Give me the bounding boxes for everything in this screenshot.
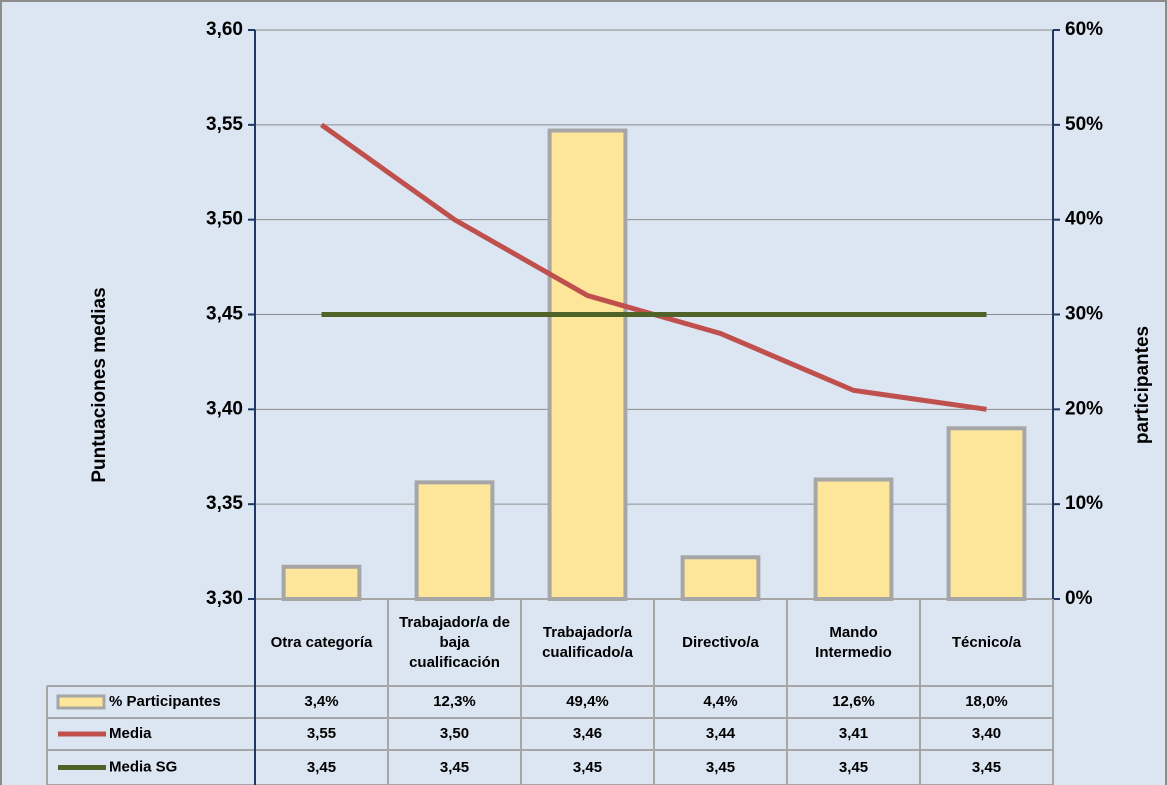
table-value-text: 3,45 <box>705 758 736 776</box>
category-label: Mando Intermedio <box>787 599 920 686</box>
y-tick-label: 3,60 <box>206 19 243 40</box>
table-value: 3,45 <box>920 750 1053 785</box>
table-value-text: 49,4% <box>566 693 609 710</box>
category-label-text: Otra categoría <box>270 633 373 651</box>
y2-tick-label: 20% <box>1065 398 1103 419</box>
legend-label: Media SG <box>109 758 177 775</box>
table-value: 3,4% <box>255 686 388 718</box>
category-label: Trabajador/a de baja cualificación <box>388 599 521 686</box>
y2-tick-label: 40% <box>1065 209 1103 230</box>
y-tick-label: 3,55 <box>206 114 243 135</box>
y2-tick-label: 0% <box>1065 588 1093 609</box>
y-tick-label: 3,30 <box>206 588 243 609</box>
table-value: 3,40 <box>920 718 1053 750</box>
y-tick-label: 3,45 <box>206 304 243 325</box>
y2-axis-label: participantes <box>1132 326 1153 444</box>
table-value: 3,55 <box>255 718 388 750</box>
category-label: Trabajador/a cualificado/a <box>521 599 654 686</box>
category-label-text: Trabajador/a de baja cualificación <box>399 613 510 671</box>
table-value: 3,41 <box>787 718 920 750</box>
table-value: 12,3% <box>388 686 521 718</box>
table-value-text: 18,0% <box>965 693 1008 710</box>
table-value: 3,45 <box>787 750 920 785</box>
table-value-text: 3,46 <box>572 725 603 742</box>
category-label-text: Directivo/a <box>682 633 759 651</box>
bar <box>547 128 628 601</box>
legend-key <box>56 694 106 710</box>
table-value: 3,45 <box>255 750 388 785</box>
table-value: 3,50 <box>388 718 521 750</box>
table-value: 3,45 <box>388 750 521 785</box>
table-value-text: 3,45 <box>838 758 869 776</box>
category-label-text: Mando Intermedio <box>815 623 892 661</box>
y2-tick-label: 30% <box>1065 304 1103 325</box>
table-value-text: 3,45 <box>572 758 603 776</box>
table-value-text: 3,45 <box>971 758 1002 776</box>
category-label: Directivo/a <box>654 599 787 686</box>
category-label-text: Trabajador/a cualificado/a <box>542 623 633 661</box>
y-axis-label: Puntuaciones medias <box>89 287 110 482</box>
table-value: 3,46 <box>521 718 654 750</box>
table-value: 3,45 <box>654 750 787 785</box>
y-tick-label: 3,50 <box>206 209 243 230</box>
legend-label: % Participantes <box>109 693 221 710</box>
table-value-text: 12,3% <box>433 693 476 710</box>
table-value: 3,44 <box>654 718 787 750</box>
table-value-text: 3,55 <box>306 725 337 742</box>
bar <box>946 426 1027 601</box>
category-label-text: Técnico/a <box>951 633 1022 651</box>
category-label: Técnico/a <box>920 599 1053 686</box>
table-value-text: 3,45 <box>439 758 470 776</box>
table-value-text: 3,40 <box>971 725 1002 742</box>
table-value-text: 3,44 <box>705 725 736 742</box>
table-value-text: 4,4% <box>703 693 738 710</box>
table-value-text: 3,50 <box>439 725 470 742</box>
table-value: 49,4% <box>521 686 654 718</box>
table-value-text: 3,45 <box>306 758 337 776</box>
bar <box>414 480 495 602</box>
table-value: 4,4% <box>654 686 787 718</box>
y2-tick-label: 10% <box>1065 493 1103 514</box>
y2-tick-label: 50% <box>1065 114 1103 135</box>
bar <box>281 564 362 601</box>
table-value-text: 3,41 <box>838 725 869 742</box>
category-label: Otra categoría <box>255 599 388 686</box>
table-value-text: 3,4% <box>304 693 339 710</box>
y-tick-label: 3,40 <box>206 398 243 419</box>
legend-label: Media <box>109 725 152 742</box>
table-value: 3,45 <box>521 750 654 785</box>
table-value: 12,6% <box>787 686 920 718</box>
y-tick-label: 3,35 <box>206 493 243 514</box>
bar <box>680 555 761 601</box>
y2-tick-label: 60% <box>1065 19 1103 40</box>
table-value-text: 12,6% <box>832 693 875 710</box>
table-value: 18,0% <box>920 686 1053 718</box>
bar <box>813 477 894 602</box>
